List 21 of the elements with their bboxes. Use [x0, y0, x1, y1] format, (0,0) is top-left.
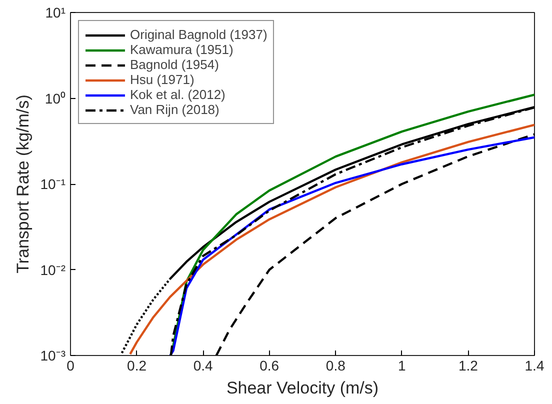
- y-tick-label: 10⁻¹: [40, 176, 66, 192]
- x-tick-label: 0.6: [260, 358, 280, 374]
- x-tick-label: 0: [66, 358, 75, 374]
- legend-label: Bagnold (1954): [130, 57, 219, 72]
- x-tick-label: 1.4: [524, 358, 544, 374]
- legend-label: Original Bagnold (1937): [130, 27, 268, 42]
- x-tick-label: 0.4: [193, 358, 214, 374]
- x-tick-label: 1: [398, 358, 406, 374]
- legend-label: Kawamura (1951): [130, 42, 234, 57]
- legend-label: Kok et al. (2012): [130, 87, 226, 102]
- x-tick-label: 1.2: [458, 358, 478, 374]
- x-tick-label: 0.2: [127, 358, 147, 374]
- legend-label: Hsu (1971): [130, 72, 194, 87]
- x-axis-title: Shear Velocity (m/s): [226, 378, 379, 398]
- y-axis-title: Transport Rate (kg/m/s): [13, 94, 32, 274]
- y-tick-label: 10⁻²: [40, 262, 66, 278]
- y-tick-label: 10⁻³: [40, 348, 66, 364]
- y-tick-label: 10⁰: [44, 90, 66, 106]
- legend-label: Van Rijn (2018): [130, 102, 220, 117]
- y-tick-label: 10¹: [45, 4, 66, 20]
- x-tick-label: 0.8: [326, 358, 346, 374]
